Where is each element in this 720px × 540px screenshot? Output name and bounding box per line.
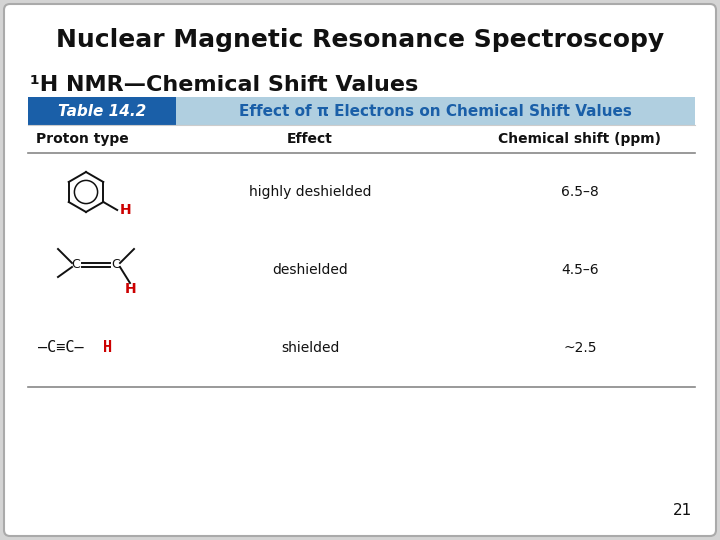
FancyBboxPatch shape bbox=[4, 4, 716, 536]
Text: ¹H NMR—Chemical Shift Values: ¹H NMR—Chemical Shift Values bbox=[30, 75, 418, 95]
Text: Copyright © The McGraw Hill Companies, Inc. Permission required for reproduction: Copyright © The McGraw Hill Companies, I… bbox=[172, 111, 568, 120]
Text: highly deshielded: highly deshielded bbox=[248, 185, 372, 199]
Text: —C≡C—: —C≡C— bbox=[38, 341, 84, 355]
Text: Nuclear Magnetic Resonance Spectroscopy: Nuclear Magnetic Resonance Spectroscopy bbox=[56, 28, 664, 52]
Text: 21: 21 bbox=[672, 503, 692, 518]
Text: C: C bbox=[71, 259, 81, 272]
Text: Table 14.2: Table 14.2 bbox=[58, 104, 146, 118]
Text: ~2.5: ~2.5 bbox=[563, 341, 597, 355]
Text: 6.5–8: 6.5–8 bbox=[561, 185, 599, 199]
Text: 4.5–6: 4.5–6 bbox=[561, 263, 599, 277]
Text: C: C bbox=[112, 259, 120, 272]
Text: Effect: Effect bbox=[287, 132, 333, 146]
Text: Effect of π Electrons on Chemical Shift Values: Effect of π Electrons on Chemical Shift … bbox=[239, 104, 632, 118]
Text: Chemical shift (ppm): Chemical shift (ppm) bbox=[498, 132, 662, 146]
Text: H: H bbox=[125, 282, 137, 296]
Text: deshielded: deshielded bbox=[272, 263, 348, 277]
Text: shielded: shielded bbox=[281, 341, 339, 355]
Text: H: H bbox=[120, 203, 132, 217]
FancyBboxPatch shape bbox=[28, 97, 176, 125]
Text: Proton type: Proton type bbox=[36, 132, 129, 146]
FancyBboxPatch shape bbox=[176, 97, 695, 125]
Text: H: H bbox=[103, 341, 112, 355]
